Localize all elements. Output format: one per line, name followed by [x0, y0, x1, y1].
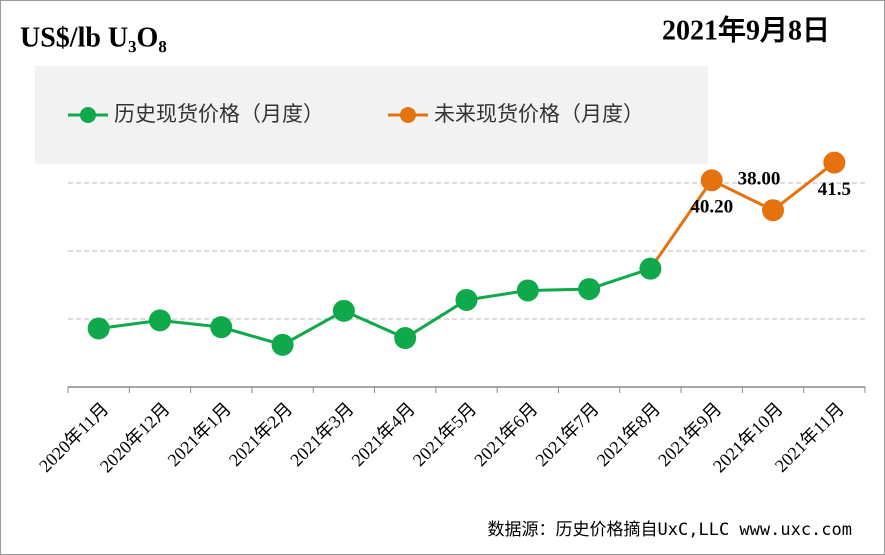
point: [87, 317, 110, 340]
legend-box: [35, 66, 708, 164]
legend-marker: [400, 107, 416, 123]
point: [210, 316, 233, 339]
point: [332, 299, 355, 322]
point: [394, 327, 417, 350]
point: [516, 279, 539, 302]
chart-subtitle: 2021年9月8日: [662, 13, 830, 46]
legend-label: 未来现货价格（月度）: [434, 102, 644, 126]
point: [639, 257, 662, 280]
legend-label: 历史现货价格（月度）: [114, 102, 324, 126]
connector: [649, 179, 713, 270]
value-label: 41.5: [818, 179, 851, 200]
point: [700, 169, 723, 192]
value-label: 40.20: [690, 197, 733, 218]
point: [148, 309, 171, 332]
point: [271, 333, 294, 356]
series-line: [98, 267, 651, 347]
legend-marker: [80, 107, 96, 123]
point: [455, 288, 478, 311]
chart-title: US$/lb U₃O₈: [20, 22, 167, 53]
value-label: 38.00: [738, 169, 781, 190]
point: [823, 151, 846, 174]
point: [578, 278, 601, 301]
point: [762, 199, 785, 222]
source-note: 数据源：历史价格摘自UxC,LLC www.uxc.com: [488, 520, 852, 540]
